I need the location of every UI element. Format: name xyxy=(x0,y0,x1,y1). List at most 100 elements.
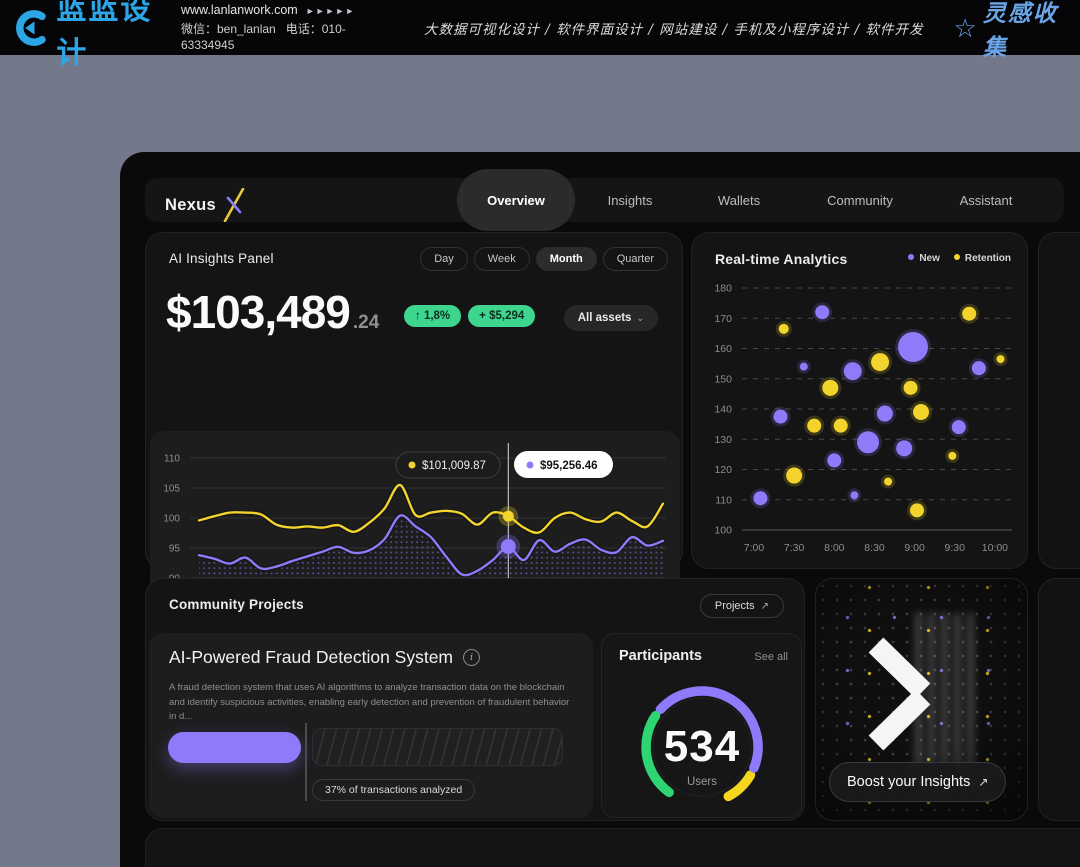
y-tick-label: 170 xyxy=(714,313,732,325)
community-title: Community Projects xyxy=(169,597,304,612)
scatter-chart[interactable]: 180 170 160 150 140 130 120 110 100 7:00 7:30 8:00 8… xyxy=(696,277,1025,566)
boost-insights-card[interactable]: Boost your Insights ↗ xyxy=(815,578,1028,821)
inspiration-collect[interactable]: ☆ 灵感收集 xyxy=(954,0,1062,62)
purple-series-line xyxy=(197,514,665,577)
yellow-series-line xyxy=(197,483,665,534)
x-tick-label: 7:30 xyxy=(784,542,805,554)
bubble-retention xyxy=(962,306,977,321)
fraud-detection-card[interactable]: AI-Powered Fraud Detection System i A fr… xyxy=(149,633,593,818)
cropped-panel-top-right xyxy=(1038,232,1080,569)
star-icon: ☆ xyxy=(953,12,977,43)
tab-wallets[interactable]: Wallets xyxy=(717,192,761,208)
info-icon[interactable]: i xyxy=(463,649,481,666)
bubble-new xyxy=(897,331,928,362)
lanlan-logo: 蓝蓝设计 xyxy=(12,0,163,72)
banner-contact: www.lanlanwork.com ►►►►► 微信：ben_lanlan 电话… xyxy=(181,2,364,53)
y-tick-label: 180 xyxy=(714,283,732,295)
tooltip-light xyxy=(514,451,613,478)
bubble-retention xyxy=(996,355,1005,364)
y-tick-label: 120 xyxy=(714,464,732,476)
x-tick-label: 10:00 xyxy=(982,542,1008,554)
bubble-new xyxy=(799,362,808,371)
participants-unit: Users xyxy=(687,776,717,788)
legend-retention: Retention xyxy=(953,253,1011,264)
ai-panel-title: AI Insights Panel xyxy=(169,251,274,266)
ai-insights-panel: AI Insights Panel Day Week Month Quarter… xyxy=(145,232,683,646)
y-tick-label: 110 xyxy=(164,454,180,465)
bubble-retention xyxy=(807,418,822,433)
bubble-retention xyxy=(786,467,803,484)
range-tabs: Day Week Month Quarter xyxy=(420,247,668,271)
portfolio-balance: $103,489.24 xyxy=(166,285,379,339)
tooltip-dark-value: $101,009.87 xyxy=(422,460,486,472)
bubble-retention xyxy=(833,418,848,433)
community-projects-panel: Community Projects Projects ↗ AI-Powered … xyxy=(145,578,805,821)
tab-overview[interactable]: Overview xyxy=(487,192,545,208)
arrow-up-right-icon: ↗ xyxy=(760,601,769,612)
bubble-retention xyxy=(884,477,893,486)
bubble-new xyxy=(896,440,913,457)
legend-retention-dot-icon xyxy=(953,254,960,260)
scatter-legend: New Retention xyxy=(908,253,1011,264)
nexus-brand[interactable]: Nexus xyxy=(165,188,246,222)
range-day[interactable]: Day xyxy=(420,247,468,271)
banner-services: 大数据可视化设计 / 软件界面设计 / 网站建设 / 手机及小程序设计 / 软件… xyxy=(424,21,924,38)
chevron-down-icon: ⌄ xyxy=(636,313,644,323)
x-tick-label: 8:30 xyxy=(864,542,885,554)
bubble-retention xyxy=(948,451,957,460)
banner-phone: 电话：010-63334945 xyxy=(180,21,346,52)
see-all-link[interactable]: See all xyxy=(754,651,788,663)
bubble-new xyxy=(876,405,893,422)
gauge-segment xyxy=(655,686,763,773)
lanlan-logo-icon xyxy=(16,9,46,46)
purple-crosshair-dot xyxy=(500,539,516,554)
change-pct-badge: ↑ 1,8% xyxy=(404,305,462,327)
y-tick-label: 105 xyxy=(163,484,180,495)
bubble-new xyxy=(850,491,859,500)
tab-community[interactable]: Community xyxy=(827,192,893,208)
dashboard-window: Nexus Overview Insights Wallets Communit… xyxy=(120,152,1080,867)
balance-cents: .24 xyxy=(352,312,380,333)
cropped-bottom-panel xyxy=(145,828,1080,867)
promo-banner: 蓝蓝设计 www.lanlanwork.com ►►►►► 微信：ben_lanl… xyxy=(0,0,1080,70)
lanlan-logo-text: 蓝蓝设计 xyxy=(56,0,153,70)
boost-insights-button[interactable]: Boost your Insights ↗ xyxy=(829,762,1007,802)
x-tick-label: 9:30 xyxy=(945,542,966,554)
projects-button[interactable]: Projects ↗ xyxy=(699,594,784,618)
realtime-title: Real-time Analytics xyxy=(715,251,848,267)
x-tick-label: 7:00 xyxy=(744,542,765,554)
assets-dropdown[interactable]: All assets ⌄ xyxy=(563,305,658,331)
cropped-panel-bottom-right xyxy=(1038,578,1080,821)
arrow-up-right-icon: ↗ xyxy=(978,775,989,789)
project-description: A fraud detection system that uses AI al… xyxy=(169,682,570,723)
participants-gauge: 534 Users xyxy=(641,686,763,802)
active-tab-highlight xyxy=(457,169,575,231)
tab-insights[interactable]: Insights xyxy=(607,192,653,208)
gauge-segment xyxy=(641,710,674,798)
top-navbar: Nexus Overview Insights Wallets Communit… xyxy=(145,169,1064,231)
legend-new-dot-icon xyxy=(908,254,915,260)
x-tick-label: 9:00 xyxy=(904,542,925,554)
bubble-new xyxy=(827,453,842,468)
bubble-new xyxy=(971,361,986,376)
balance-main: $103,489 xyxy=(166,286,351,338)
bubble-retention xyxy=(778,323,789,334)
bubble-new xyxy=(773,409,788,424)
progress-bar-filled xyxy=(168,732,301,763)
tooltip-light-value: $95,256.46 xyxy=(540,460,598,472)
realtime-analytics-panel: Real-time Analytics New Retention 180 170… xyxy=(691,232,1028,569)
progress-divider xyxy=(305,723,307,801)
brand-name: Nexus xyxy=(165,195,217,214)
range-quarter[interactable]: Quarter xyxy=(602,247,668,271)
tab-assistant[interactable]: Assistant xyxy=(959,192,1013,208)
bubble-retention xyxy=(871,353,890,372)
y-tick-label: 150 xyxy=(714,373,732,385)
banner-website[interactable]: www.lanlanwork.com xyxy=(180,2,298,17)
y-tick-label: 100 xyxy=(163,514,180,525)
y-tick-label: 110 xyxy=(715,494,732,506)
range-month[interactable]: Month xyxy=(535,247,597,271)
participants-value: 534 xyxy=(664,722,740,771)
range-week[interactable]: Week xyxy=(473,247,530,271)
tooltip-dark xyxy=(395,451,501,479)
bubble-retention xyxy=(913,404,930,421)
